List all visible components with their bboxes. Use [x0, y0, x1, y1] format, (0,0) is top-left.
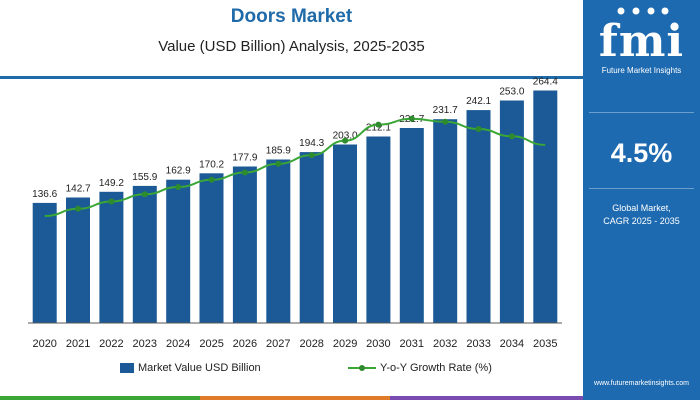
bottom-strip-orange [200, 396, 390, 400]
x-tick-label: 2023 [133, 338, 157, 350]
bar-2026 [232, 166, 257, 323]
fmi-logo: fmi Future Market Insights [583, 10, 700, 76]
x-tick-label: 2024 [166, 338, 190, 350]
bar-value-label: 253.0 [499, 87, 524, 98]
bottom-strip-purple [390, 396, 583, 400]
bar-value-label: 149.2 [99, 178, 124, 189]
bar-2023 [132, 185, 157, 323]
x-tick-label: 2021 [66, 338, 90, 350]
bar-value-label: 136.6 [32, 189, 57, 200]
legend-line-swatch [348, 365, 376, 371]
bar-2030 [366, 136, 391, 323]
growth-rate-point [175, 184, 182, 190]
bar-2033 [466, 110, 491, 323]
growth-rate-point [308, 152, 315, 159]
bar-value-label: 142.7 [66, 184, 91, 195]
bar-2020 [32, 202, 57, 323]
growth-rate-point [208, 176, 215, 183]
bar-value-label: 155.9 [132, 172, 157, 183]
growth-rate-point [342, 137, 349, 144]
cagr-label-line2: CAGR 2025 - 2035 [603, 216, 680, 226]
bottom-strip-green [0, 396, 200, 400]
x-tick-label: 2035 [533, 338, 557, 350]
logo-mark: fmi [598, 16, 685, 67]
bar-2035 [533, 90, 558, 323]
sidebar-panel: fmi Future Market Insights 4.5% Global M… [583, 0, 700, 400]
growth-rate-point [375, 121, 382, 128]
growth-rate-point [508, 133, 515, 140]
bar-2031 [399, 128, 424, 323]
growth-rate-point [475, 126, 482, 132]
legend-line-label: Y-o-Y Growth Rate (%) [380, 362, 492, 374]
growth-rate-point [275, 160, 282, 167]
title-divider [0, 76, 583, 79]
bar-value-label: 203.0 [333, 131, 358, 142]
bar-value-label: 194.3 [299, 138, 324, 149]
x-tick-label: 2025 [199, 338, 223, 350]
growth-rate-point [408, 115, 415, 122]
cagr-label-line1: Global Market, [612, 203, 671, 213]
growth-rate-point [442, 118, 449, 125]
growth-rate-point [241, 169, 248, 176]
website-url: www.futuremarketinsights.com [594, 380, 689, 387]
bar-2021 [66, 197, 90, 323]
x-tick-label: 2022 [99, 338, 123, 350]
logo-subtitle: Future Market Insights [601, 66, 682, 75]
chart-area: Doors Market Value (USD Billion) Analysi… [0, 6, 583, 400]
bar-2024 [166, 179, 191, 323]
sidebar-divider-mid [589, 188, 694, 189]
growth-rate-point [108, 198, 115, 205]
logo-people-icon [617, 7, 669, 15]
x-tick-label: 2031 [400, 338, 424, 350]
legend-item-line: Y-o-Y Growth Rate (%) [348, 362, 492, 374]
legend-bar-label: Market Value USD Billion [138, 362, 261, 374]
sidebar-divider-top [589, 112, 694, 113]
bar-value-label: 212.1 [366, 123, 391, 134]
bar-value-label: 264.4 [533, 77, 558, 88]
x-tick-label: 2020 [32, 338, 56, 350]
growth-rate-point [141, 191, 148, 198]
growth-rate-point [75, 205, 82, 212]
legend-item-bar: Market Value USD Billion [120, 362, 261, 374]
x-tick-label: 2028 [299, 338, 323, 350]
chart-subtitle: Value (USD Billion) Analysis, 2025-2035 [158, 38, 425, 55]
bar-2029 [333, 144, 357, 323]
x-tick-label: 2027 [266, 338, 290, 350]
x-tick-label: 2026 [233, 338, 257, 350]
bar-2032 [433, 119, 458, 323]
x-tick-label: 2032 [433, 338, 457, 350]
x-tick-label: 2033 [466, 338, 490, 350]
bar-value-label: 185.9 [266, 146, 291, 157]
bar-2027 [266, 159, 291, 323]
bar-value-label: 242.1 [466, 96, 491, 107]
cagr-label: Global Market, CAGR 2025 - 2035 [583, 202, 700, 228]
cagr-value: 4.5% [610, 138, 673, 168]
x-tick-label: 2030 [366, 338, 390, 350]
chart-title: Doors Market [230, 6, 353, 27]
chart-plot: 136.6 2020 142.7 2021 149.2 2022 155.9 2023 162.… [28, 77, 562, 350]
bar-2022 [99, 191, 124, 323]
bar-2028 [299, 152, 324, 323]
growth-rate-line [44, 117, 546, 217]
bar-value-label: 231.7 [433, 105, 458, 116]
bar-value-label: 177.9 [232, 153, 257, 164]
bar-value-label: 170.2 [199, 159, 224, 170]
bar-value-label: 162.9 [166, 166, 191, 177]
legend-bar-swatch [120, 363, 134, 373]
x-tick-label: 2029 [333, 338, 357, 350]
x-tick-label: 2034 [500, 338, 524, 350]
bar-2025 [199, 173, 224, 323]
